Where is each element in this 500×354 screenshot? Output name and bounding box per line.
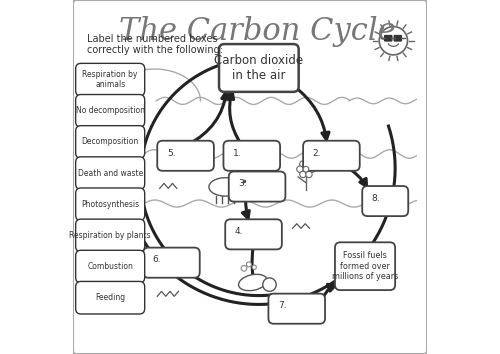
Text: The Carbon Cycle: The Carbon Cycle	[119, 16, 396, 47]
FancyBboxPatch shape	[76, 188, 144, 221]
Ellipse shape	[243, 173, 248, 176]
FancyBboxPatch shape	[219, 44, 298, 92]
Circle shape	[300, 161, 306, 167]
Text: 6.: 6.	[152, 256, 162, 264]
Text: Decomposition: Decomposition	[82, 137, 139, 147]
FancyBboxPatch shape	[158, 141, 214, 171]
Text: Label the numbered boxes
correctly with the following:: Label the numbered boxes correctly with …	[87, 34, 223, 55]
Text: 2.: 2.	[312, 149, 321, 158]
FancyBboxPatch shape	[224, 141, 280, 171]
FancyArrowPatch shape	[321, 284, 336, 306]
Text: 8.: 8.	[372, 194, 380, 203]
FancyBboxPatch shape	[76, 281, 144, 314]
Circle shape	[246, 262, 252, 267]
Ellipse shape	[209, 178, 242, 196]
Text: Combustion: Combustion	[87, 262, 133, 271]
Text: Fossil fuels
formed over
millions of years: Fossil fuels formed over millions of yea…	[332, 251, 398, 281]
FancyBboxPatch shape	[76, 126, 144, 158]
FancyBboxPatch shape	[335, 242, 395, 290]
Ellipse shape	[238, 274, 267, 291]
FancyBboxPatch shape	[76, 219, 144, 252]
Text: Respiration by plants: Respiration by plants	[70, 231, 151, 240]
Circle shape	[262, 278, 276, 291]
Text: Photosynthesis: Photosynthesis	[81, 200, 139, 209]
Text: Death and waste: Death and waste	[78, 169, 143, 178]
Text: 4.: 4.	[235, 227, 244, 236]
FancyBboxPatch shape	[76, 250, 144, 283]
Circle shape	[303, 166, 309, 172]
Circle shape	[235, 174, 250, 190]
Text: Respiration by
animals: Respiration by animals	[82, 70, 138, 89]
Text: No decomposition: No decomposition	[76, 106, 144, 115]
Circle shape	[306, 171, 312, 178]
FancyBboxPatch shape	[303, 141, 360, 171]
Circle shape	[252, 265, 256, 269]
FancyArrowPatch shape	[294, 87, 329, 140]
FancyArrowPatch shape	[242, 199, 250, 218]
FancyBboxPatch shape	[384, 35, 392, 41]
Circle shape	[241, 266, 247, 271]
FancyArrowPatch shape	[242, 187, 252, 194]
FancyArrowPatch shape	[188, 92, 229, 144]
Circle shape	[309, 166, 315, 172]
FancyArrowPatch shape	[226, 92, 240, 143]
FancyArrowPatch shape	[250, 247, 257, 287]
Circle shape	[296, 166, 303, 172]
Text: Feeding: Feeding	[95, 293, 125, 302]
Text: Carbon dioxide
in the air: Carbon dioxide in the air	[214, 54, 304, 82]
Text: 7.: 7.	[278, 302, 286, 310]
Circle shape	[306, 161, 312, 167]
FancyBboxPatch shape	[76, 95, 144, 127]
FancyBboxPatch shape	[362, 186, 408, 216]
FancyBboxPatch shape	[225, 219, 282, 249]
FancyBboxPatch shape	[73, 0, 427, 354]
FancyBboxPatch shape	[76, 63, 144, 96]
FancyBboxPatch shape	[394, 35, 402, 41]
Text: 3.: 3.	[238, 179, 247, 188]
Text: 1.: 1.	[233, 149, 241, 158]
FancyBboxPatch shape	[143, 248, 200, 278]
FancyBboxPatch shape	[76, 157, 144, 189]
FancyBboxPatch shape	[229, 172, 285, 202]
FancyBboxPatch shape	[268, 294, 325, 324]
Circle shape	[300, 171, 306, 178]
Circle shape	[379, 27, 408, 55]
Text: 5.: 5.	[167, 149, 175, 158]
FancyArrowPatch shape	[345, 166, 366, 187]
